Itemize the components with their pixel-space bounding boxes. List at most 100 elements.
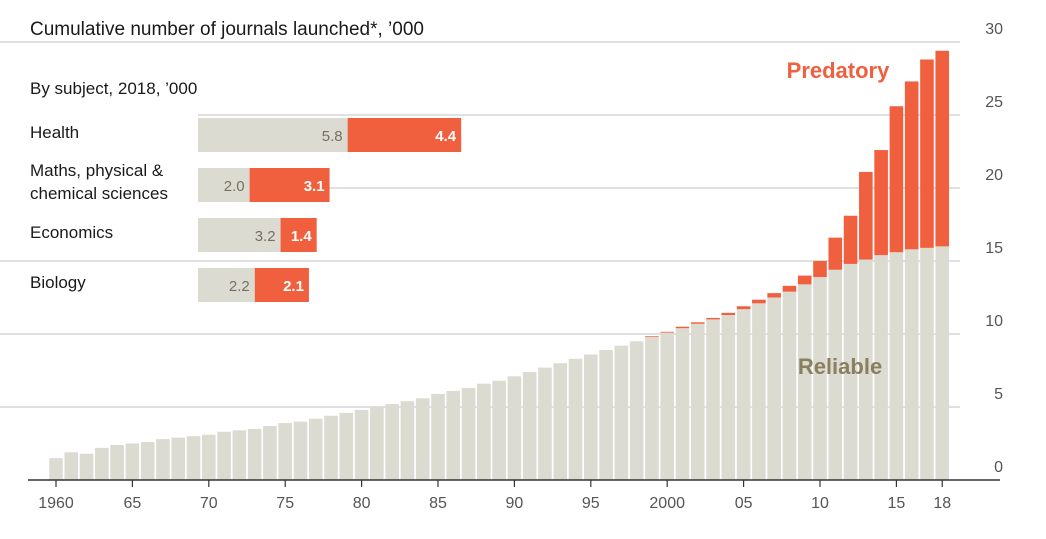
bar-reliable-2013 [859,259,873,480]
bar-predatory-2010 [813,261,827,278]
inset-bar-reliable-0 [198,118,348,152]
x-tick-85: 85 [429,495,447,512]
bar-reliable-1978 [324,415,338,480]
inset-category-2: Economics [30,223,113,242]
inset-value-reliable-0: 5.8 [322,128,343,145]
bar-reliable-1961 [64,452,79,480]
x-tick-1960: 1960 [38,495,74,512]
bar-predatory-2008 [782,285,797,292]
bar-predatory-2018 [935,50,950,247]
bar-reliable-1995 [584,354,598,480]
y-tick-25: 25 [985,94,1003,111]
bar-reliable-1998 [629,341,644,480]
inset-value-predatory-3: 2.1 [283,278,304,295]
subject-inset: 5.8 4.4 Health 2.0 3.1 Maths, physical & chemi… [0,114,462,308]
x-tick-10: 10 [811,495,829,512]
bar-reliable-1997 [614,345,629,480]
inset-bar-predatory-0 [347,118,462,152]
bar-reliable-1990 [507,376,522,480]
bar-reliable-1967 [156,439,170,480]
bar-reliable-2001 [675,328,690,480]
bar-predatory-2000 [660,331,674,333]
bar-reliable-1960 [49,458,63,480]
y-tick-15: 15 [985,240,1003,257]
bar-predatory-2015 [889,106,904,253]
bar-reliable-1982 [385,404,399,480]
inset-category-0: Health [30,123,79,142]
x-tick-05: 05 [735,495,753,512]
bar-reliable-1989 [492,380,506,480]
y-tick-10: 10 [985,313,1003,330]
x-tick-90: 90 [506,495,524,512]
bar-reliable-1969 [186,436,201,480]
inset-row-backdrop [0,214,198,258]
bar-reliable-1979 [339,412,354,480]
inset-value-predatory-0: 4.4 [435,128,457,145]
bar-reliable-1984 [415,398,430,480]
bar-reliable-1962 [79,453,94,480]
x-tick-70: 70 [200,495,218,512]
inset-row-backdrop [0,114,198,158]
inset-bar-reliable-2 [198,218,281,252]
bar-predatory-2005 [736,306,751,310]
inset-category-3: Biology [30,273,86,292]
inset-row-backdrop [0,264,198,308]
bar-predatory-2014 [874,150,888,256]
bar-reliable-2015 [889,252,904,480]
bar-reliable-2009 [797,284,812,480]
bar-reliable-1977 [308,418,323,480]
inset-bar-predatory-2 [280,218,317,252]
bar-predatory-2017 [920,59,934,248]
inset-bar-predatory-3 [254,268,309,302]
x-tick-95: 95 [582,495,600,512]
bar-predatory-2004 [721,312,736,316]
bar-reliable-1975 [278,423,292,480]
bar-reliable-1985 [431,393,445,480]
bar-reliable-1966 [140,442,155,480]
bar-reliable-2011 [828,269,843,480]
inset-value-predatory-2: 1.4 [291,228,313,245]
x-tick-80: 80 [353,495,371,512]
bar-reliable-2012 [843,263,858,480]
inset-bar-predatory-1 [249,168,330,202]
subtitle-backdrop [26,70,226,100]
bar-predatory-2012 [843,215,858,264]
inset-value-reliable-1: 2.0 [224,178,245,195]
bar-predatory-2009 [797,275,812,285]
bar-predatory-2016 [904,81,919,250]
bar-reliable-1970 [202,434,216,480]
bar-reliable-1987 [461,388,476,480]
bar-reliable-1986 [446,390,461,480]
y-tick-0: 0 [994,459,1003,476]
bar-reliable-1980 [354,409,369,480]
bar-predatory-2006 [752,299,766,304]
bar-reliable-1968 [171,437,186,480]
bar-predatory-1999 [645,336,659,337]
bar-reliable-2008 [782,291,797,480]
bar-reliable-1974 [263,425,277,480]
bar-reliable-2016 [904,249,919,480]
bar-reliable-2014 [874,255,888,480]
y-tick-30: 30 [985,21,1003,38]
y-tick-5: 5 [994,386,1003,403]
inset-value-reliable-2: 3.2 [255,228,276,245]
inset-bar-reliable-3 [198,268,255,302]
bar-reliable-2000 [660,332,674,480]
inset-bar-reliable-1 [198,168,250,202]
bar-reliable-1976 [293,421,308,480]
bar-reliable-1996 [599,350,613,480]
bar-reliable-1988 [477,383,491,480]
x-tick-75: 75 [276,495,294,512]
chart-title: Cumulative number of journals launched*,… [30,19,424,40]
bar-reliable-2002 [690,323,705,480]
bar-reliable-1973 [247,428,262,480]
main-bars [49,50,950,480]
bar-reliable-1983 [400,401,415,480]
x-tick-65: 65 [124,495,142,512]
bar-reliable-2004 [721,315,736,480]
bar-predatory-2007 [767,293,781,298]
bar-predatory-2013 [859,171,873,260]
inset-category-1: Maths, physical & [30,161,164,180]
bar-predatory-2002 [690,322,705,324]
